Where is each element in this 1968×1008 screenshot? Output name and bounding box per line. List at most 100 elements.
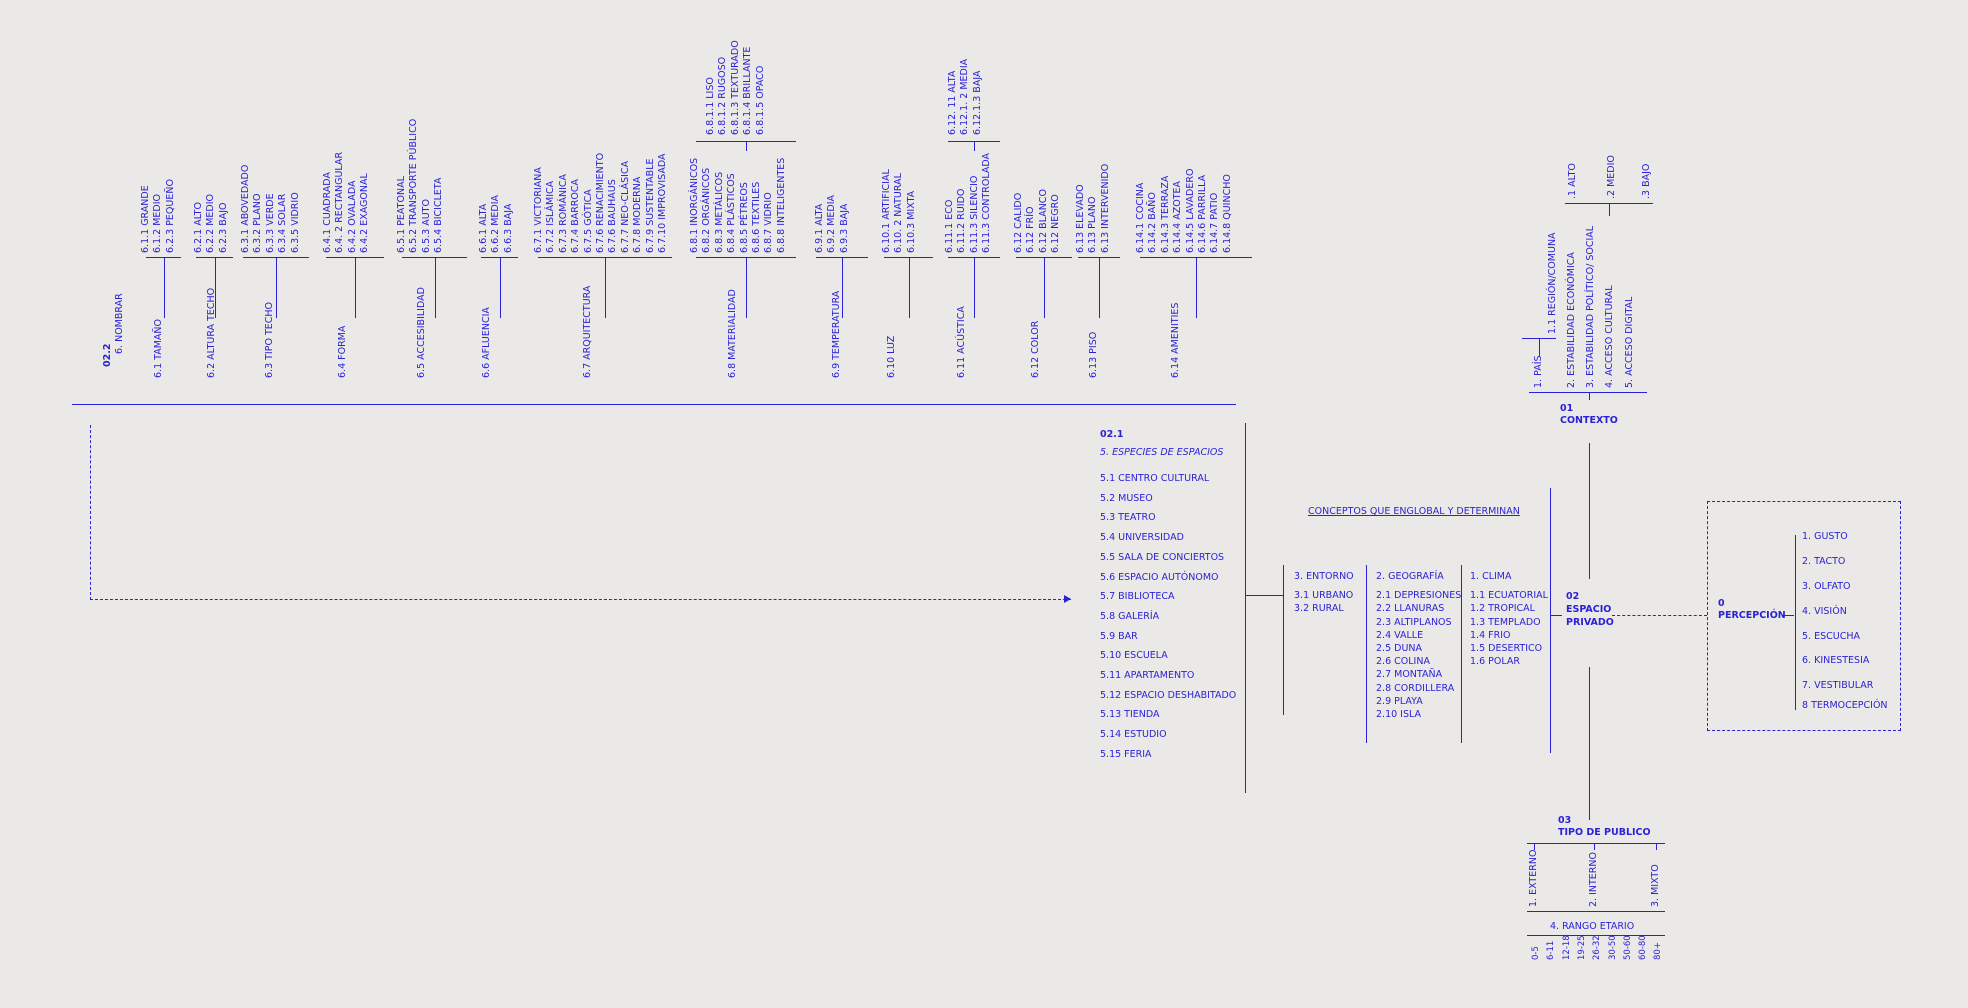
attribute-item: 6.10.1 ARTIFICIAL (881, 169, 892, 253)
contexto-item: 2. ESTABILIDAD ECONÓMICA (1566, 252, 1577, 388)
clima-item: 1.5 DESERTICO (1470, 643, 1543, 655)
especies-num: 02.1 (1100, 429, 1124, 440)
sub-item: 6.8.1.4 BRILLANTE (742, 46, 754, 135)
attribute-label: 6.13 PISO (1088, 331, 1099, 378)
attribute-label: 6.10 LUZ (886, 335, 897, 378)
clima-item: 1.3 TEMPLADO (1470, 616, 1541, 628)
attribute-bracket (243, 257, 309, 258)
contexto-bracket (1529, 392, 1647, 393)
attribute-label: 6.8 MATERIALIDAD (727, 289, 738, 378)
nombrar-baseline (72, 404, 1236, 405)
geografia-item: 2.5 DUNA (1376, 643, 1423, 655)
especie-item: 5.12 ESPACIO DESHABITADO (1100, 689, 1237, 701)
attribute-bracket (948, 257, 1000, 258)
age-label: 50-60 (1622, 935, 1633, 960)
publico-item: 3. MIXTO (1650, 864, 1661, 907)
attribute-label: 6.5 ACCESIBILIDAD (416, 287, 427, 378)
especie-item: 5.7 BIBLIOTECA (1100, 591, 1175, 603)
sub-bracket (948, 141, 1000, 142)
contexto-level: .1 ALTO (1567, 163, 1578, 199)
attribute-label: 6.14 AMENITIES (1170, 302, 1181, 378)
especie-item: 5.4 UNIVERSIDAD (1100, 532, 1184, 544)
attribute-connector (1044, 258, 1045, 318)
geografia-title: 2. GEOGRAFÍA (1376, 571, 1444, 582)
privado-num: 02 (1566, 591, 1580, 602)
sense-item: 3. OLFATO (1802, 581, 1851, 592)
perception-label: PERCEPCIÓN (1718, 610, 1786, 621)
geografia-item: 2.4 VALLE (1376, 629, 1424, 641)
attribute-bracket (1140, 257, 1252, 258)
sub-item: 6.8.1.1 LISO (705, 77, 716, 135)
attribute-item: 6.11.3 CONTROLADA (981, 153, 993, 253)
entorno-list: 3. ENTORNO 3.1 URBANO 3.2 RURAL (1294, 570, 1354, 616)
privado-up-link (1589, 443, 1590, 579)
attribute-item: 6.9.1 ALTA (814, 203, 825, 253)
age-label: 26-32 (1592, 935, 1603, 960)
attribute-item: 6.3.4 SOLAR (277, 193, 289, 253)
attribute-item: 6.12 NEGRO (1050, 194, 1062, 253)
attribute-item: 6.3.5 VIDRIO (289, 192, 301, 253)
attribute-item: 6.7.8 MODERNA (632, 176, 644, 253)
attribute-item: 6.7.7 NEO-CLÁSICA (619, 160, 631, 253)
nombrar-num: 02.2 (102, 343, 113, 367)
attribute-item: 6.11.1 ECO (944, 199, 955, 253)
clima-item: 1.6 POLAR (1470, 656, 1520, 668)
attribute-item: 6.4.1 CUADRADA (322, 172, 333, 253)
geografia-item: 2.9 PLAYA (1376, 695, 1423, 707)
publico-top-bracket (1527, 843, 1665, 844)
sense-item: 2. TACTO (1802, 556, 1846, 567)
attribute-bracket (402, 257, 467, 258)
attribute-bracket (1078, 257, 1120, 258)
sub-item: 6.12.1. 2 MEDIA (959, 58, 971, 135)
nombrar-loop-arrow (90, 425, 1071, 600)
publico-num: 03 (1558, 815, 1572, 826)
entorno-especies-link (1245, 595, 1283, 596)
especie-item: 5.14 ESTUDIO (1100, 729, 1167, 741)
attribute-bracket (696, 257, 796, 258)
especies-list: 5.1 CENTRO CULTURAL 5.2 MUSEO 5.3 TEATRO 5.… (1100, 469, 1236, 765)
privado-bracket (1550, 488, 1551, 753)
publico-item: 2. INTERNO (1588, 852, 1599, 907)
sub-bracket (696, 141, 796, 142)
attribute-connector (164, 258, 165, 318)
especies-bracket (1245, 423, 1246, 793)
attribute-item: 6.9.3 BAJA (838, 203, 850, 253)
sub-item: 6.8.1.3 TEXTURADO (729, 40, 741, 135)
attribute-item: 6.1.2 MEDIO (152, 194, 164, 253)
privado-line1: ESPACIO (1566, 604, 1612, 615)
sense-item: 6. KINESTESIA (1802, 655, 1870, 666)
geografia-item: 2.8 CORDILLERA (1376, 682, 1455, 694)
especies-title: 5. ESPECIES DE ESPACIOS (1100, 447, 1224, 458)
attribute-bracket (196, 257, 233, 258)
attribute-item: 6.8.4 PLÁSTICOS (726, 173, 738, 253)
attribute-item: 6.6.1 ALTA (478, 203, 489, 253)
contexto-label: CONTEXTO (1560, 415, 1618, 426)
sub-item: 6.12. 11 ALTA (947, 70, 958, 135)
privado-line2: PRIVADO (1566, 617, 1614, 628)
especie-item: 5.8 GALERÍA (1100, 610, 1160, 622)
geografia-item: 2.1 DEPRESIONES (1376, 590, 1462, 602)
age-label: 6-11 (1546, 940, 1557, 960)
clima-bracket (1461, 565, 1462, 743)
attribute-item: 6.2.2 MEDIO (205, 194, 217, 253)
attribute-item: 6.5.2 TRANSPORTE PÚBLICO (408, 118, 420, 253)
attribute-item: 6.5.3 AUTO (420, 199, 432, 253)
privado-down-link (1589, 667, 1590, 820)
attribute-item: 6.7.2 ISLÁMICA (545, 180, 557, 253)
levels-stub (1609, 203, 1610, 216)
attribute-connector (1099, 258, 1100, 318)
especie-item: 5.10 ESCUELA (1100, 650, 1168, 662)
attribute-connector (909, 258, 910, 318)
attribute-item: 6.14.1 COCINA (1135, 182, 1146, 253)
sub-item: 6.8.1.5 OPACO (754, 65, 766, 135)
attribute-item: 6.11.2 RUIDO (956, 188, 968, 253)
sub-item: 6.12.1.3 BAJA (971, 70, 983, 135)
geografia-item: 2.3 ALTIPLANOS (1376, 616, 1452, 628)
attribute-item: 6.7.5 GÓTICA (582, 189, 594, 253)
especie-item: 5.9 BAR (1100, 630, 1138, 642)
attribute-bracket (538, 257, 672, 258)
attribute-item: 6.7.3 ROMÁNICA (557, 173, 569, 253)
contexto-item: 3. ESTABILIDAD POLÍTICO/ SOCIAL (1585, 225, 1596, 388)
perception-connector (1782, 615, 1794, 616)
